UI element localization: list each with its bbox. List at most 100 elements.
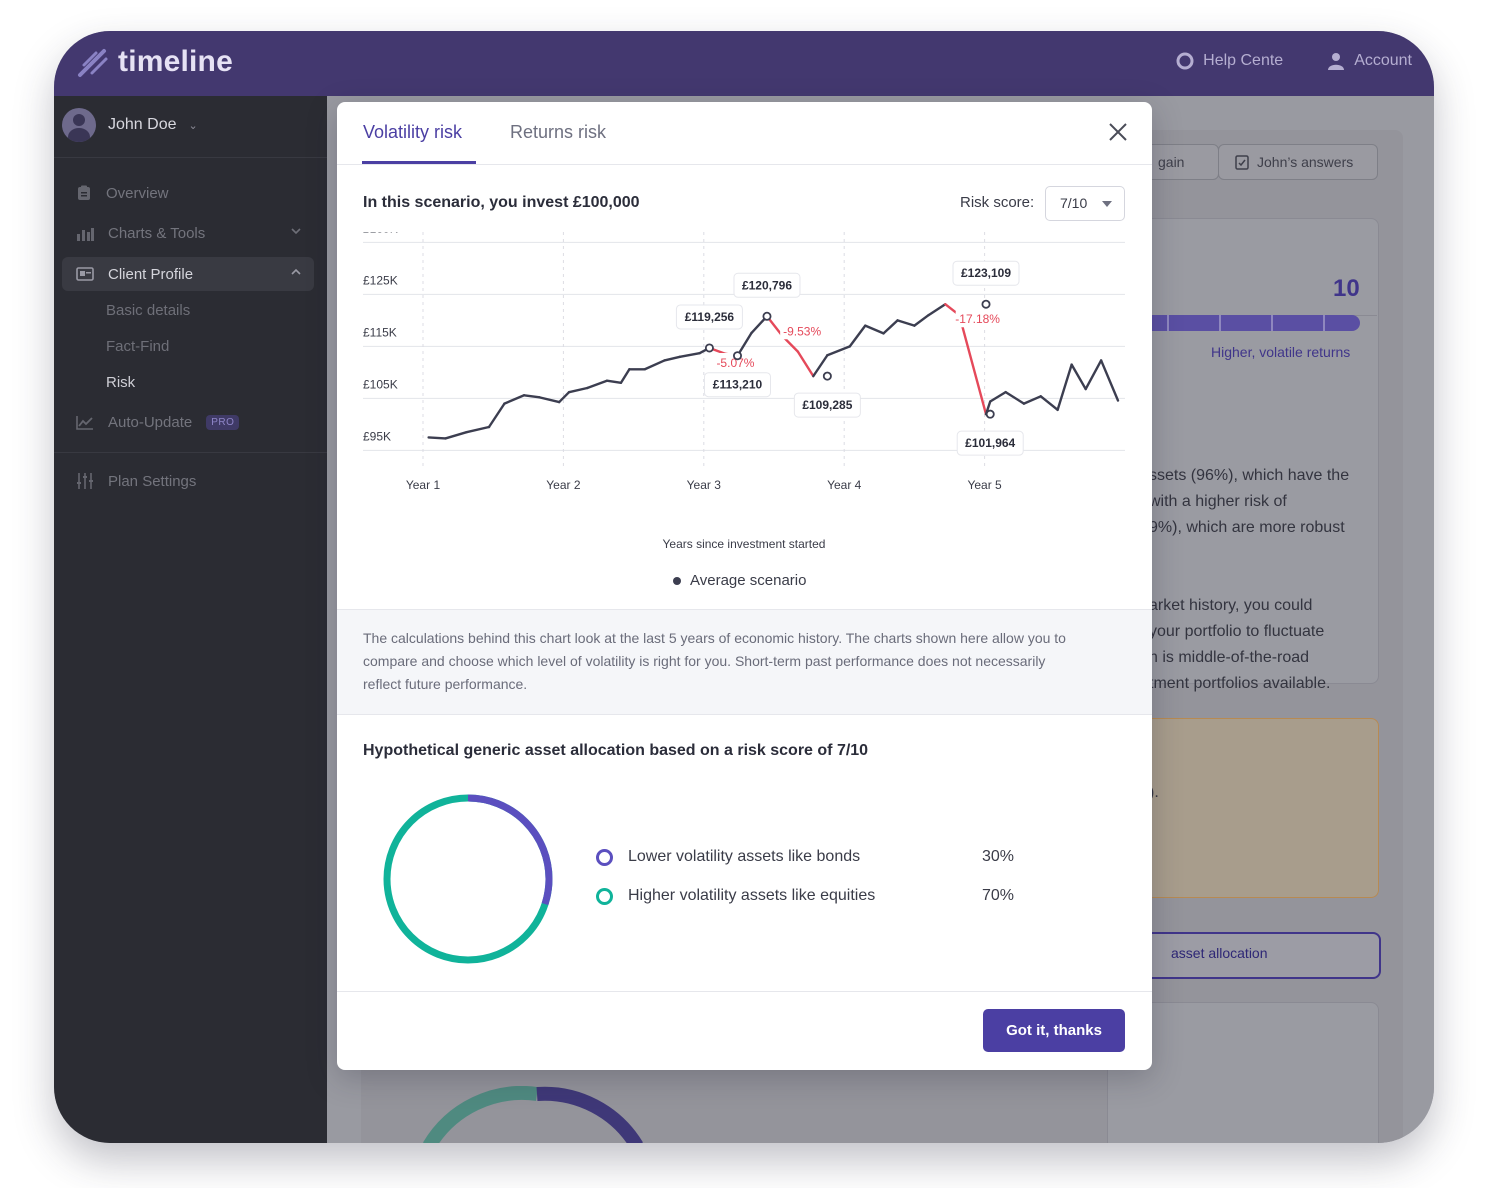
trend-chart-icon — [76, 416, 93, 430]
series-line-segment — [643, 359, 666, 371]
logo-text: timeline — [118, 45, 233, 78]
value-callout-bg — [952, 260, 1020, 286]
user-menu[interactable]: John Doe ⌄ — [62, 108, 198, 142]
series-line-segment — [1084, 359, 1103, 391]
series-line-segment — [503, 394, 526, 405]
help-center-label: Help Cente — [1203, 52, 1284, 69]
background-card — [1107, 1002, 1379, 1143]
tab-volatility-risk[interactable]: Volatility risk — [363, 122, 463, 142]
y-tick-label: £125K — [363, 273, 398, 287]
sidebar-item-client-profile[interactable]: Client Profile — [62, 257, 314, 291]
series-line-segment — [605, 379, 623, 385]
sidebar-item-charts-tools[interactable]: Charts & Tools — [62, 216, 314, 250]
drawdown-label-bg — [955, 309, 1000, 328]
johns-answers-button[interactable]: John’s answers — [1218, 144, 1378, 180]
bg-paragraph-line: arket history, you could — [1149, 597, 1313, 614]
lifebuoy-icon — [1176, 52, 1194, 70]
data-point-marker — [732, 351, 742, 361]
scenario-title: In this scenario, you invest £100,000 — [363, 194, 640, 211]
app-logo[interactable]: timeline — [76, 45, 233, 79]
allocation-percent-bonds: 30% — [982, 848, 1015, 865]
risk-scale-bar — [1107, 315, 1360, 331]
bg-paragraph-line: your portfolio to fluctuate — [1149, 623, 1325, 640]
risk-scale-caption: Higher, volatile returns — [1211, 344, 1351, 360]
sidebar-subitem-risk[interactable]: Risk — [106, 374, 136, 391]
series-line-segment — [1056, 363, 1073, 412]
series-line-segment — [812, 354, 829, 378]
x-axis-label: Years since investment started — [663, 537, 826, 551]
series-line-segment — [465, 425, 491, 434]
series-line-segment — [913, 313, 930, 327]
chevron-down-icon: ⌄ — [188, 119, 198, 132]
info-box: The calculations behind this chart look … — [337, 609, 1152, 715]
allocation-title: Hypothetical generic asset allocation ba… — [363, 742, 869, 759]
sidebar-item-plan-settings[interactable]: Plan Settings — [62, 464, 314, 498]
equities-marker-icon — [596, 887, 613, 905]
series-line-segment — [678, 351, 701, 359]
chevron-up-icon — [291, 268, 301, 275]
x-tick-label: Year 2 — [546, 478, 581, 492]
sidebar-item-label: Charts & Tools — [108, 224, 206, 242]
donut-segment-bonds — [383, 794, 553, 964]
sidebar-item-label: Plan Settings — [108, 472, 197, 490]
series-line-segment — [882, 319, 899, 335]
chart-legend: Average scenario — [673, 572, 806, 589]
series-line-segment — [663, 355, 682, 362]
value-callout: £123,109 — [961, 266, 1011, 280]
series-line-segment — [1039, 395, 1059, 412]
account-link[interactable]: Account — [1327, 52, 1412, 70]
sidebar-item-label: Overview — [106, 184, 169, 202]
top-bar: timeline Help Cente Account — [54, 31, 1434, 96]
series-line-segment — [826, 345, 852, 357]
sidebar-item-auto-update[interactable]: Auto-Update PRO — [62, 405, 314, 439]
clipboard-icon — [78, 185, 90, 200]
volatility-chart: £135K £125K £115K £105K £95K Year 1 Year 2 Yea… — [363, 232, 1125, 551]
info-line: reflect future performance. — [363, 676, 528, 692]
series-line-segment — [567, 386, 589, 394]
asset-allocation-label: asset allocation — [1171, 945, 1268, 961]
sidebar-subitem-basic-details[interactable]: Basic details — [106, 302, 191, 319]
tab-returns-risk[interactable]: Returns risk — [510, 122, 607, 142]
modal-tabs: Volatility risk Returns risk — [337, 102, 1152, 165]
avatar — [62, 108, 96, 142]
sidebar-item-label: Client Profile — [108, 265, 194, 283]
id-card-icon — [76, 267, 94, 281]
value-callout: £109,285 — [802, 398, 852, 412]
series-line-segment — [427, 436, 447, 440]
bg-paragraph-line: tment portfolios available. — [1149, 675, 1331, 692]
y-tick-label: £95K — [363, 429, 391, 443]
asset-allocation-button[interactable] — [1107, 932, 1381, 979]
help-center-link[interactable]: Help Cente — [1176, 52, 1283, 70]
y-tick-label: £135K — [363, 232, 398, 235]
close-icon[interactable] — [1106, 120, 1130, 144]
sidebar-subitem-fact-find[interactable]: Fact-Find — [106, 338, 170, 355]
series-line-segment — [1022, 395, 1042, 405]
series-line-segment — [538, 396, 561, 404]
user-icon — [1328, 53, 1345, 70]
sidebar-item-overview[interactable]: Overview — [62, 176, 314, 210]
got-it-button[interactable]: Got it, thanks — [983, 1009, 1125, 1052]
try-again-label: gain — [1158, 154, 1185, 170]
sidebar-divider — [54, 452, 327, 453]
active-tab-indicator — [362, 161, 476, 164]
chevron-down-icon — [291, 228, 301, 235]
series-line-segment — [864, 324, 885, 335]
device-frame: timeline Help Cente Account John — [54, 31, 1434, 1143]
bg-paragraph-line: 9%), which are more robust — [1149, 519, 1345, 536]
sliders-icon — [77, 473, 93, 489]
bg-paragraph-line: n is middle-of-the-road — [1149, 649, 1310, 666]
account-label: Account — [1354, 52, 1412, 69]
value-callout-bg — [956, 430, 1024, 456]
allocation-label: Lower volatility assets like bonds — [628, 848, 861, 865]
data-point-marker — [822, 371, 832, 381]
risk-scale-max: 10 — [1333, 275, 1360, 302]
info-line: The calculations behind this chart look … — [363, 630, 1066, 646]
value-callout-bg — [733, 272, 801, 298]
y-tick-label: £105K — [363, 377, 398, 391]
bg-paragraph-line: ssets (96%), which have the — [1149, 467, 1350, 484]
legend-label: Average scenario — [690, 572, 807, 589]
series-line-segment — [586, 379, 609, 390]
series-line-segment — [896, 319, 916, 327]
risk-score-select[interactable]: 7/10 — [1045, 186, 1125, 221]
data-point-marker — [981, 299, 991, 309]
